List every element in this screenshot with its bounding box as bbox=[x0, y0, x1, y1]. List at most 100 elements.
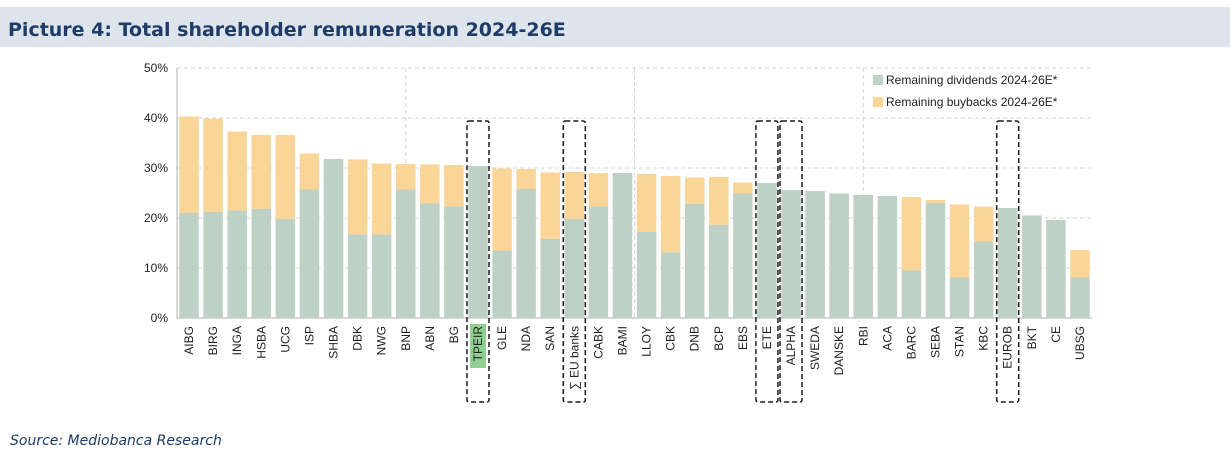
x-tick-label: AIBG bbox=[182, 326, 196, 355]
bar-dividends bbox=[468, 166, 488, 318]
bar-buybacks bbox=[684, 177, 705, 204]
legend-label-dividends: Remaining dividends 2024-26E* bbox=[886, 73, 1058, 87]
x-tick-labels: AIBG BIRG INGA HSBA UCG ISP SHBA DBK NWG BNP ABN BG… bbox=[182, 324, 1087, 390]
bar-buybacks bbox=[347, 159, 368, 235]
bar-dividends bbox=[323, 159, 344, 318]
x-tick-label: BCP bbox=[712, 326, 726, 351]
bar-dividends bbox=[781, 190, 801, 318]
bar-buybacks bbox=[396, 164, 416, 190]
bar-dividends bbox=[299, 189, 320, 318]
x-tick-label: BG bbox=[447, 326, 461, 343]
x-tick-label: BNP bbox=[399, 326, 413, 351]
bar-dividends bbox=[612, 173, 633, 318]
bar-dividends bbox=[588, 206, 609, 318]
bar-buybacks bbox=[299, 153, 320, 190]
y-tick-label: 50% bbox=[144, 61, 168, 75]
bar-buybacks bbox=[179, 116, 199, 213]
bar-dividends bbox=[733, 193, 753, 318]
bar-buybacks bbox=[901, 197, 922, 271]
bar-buybacks bbox=[371, 163, 392, 235]
x-tick-label: EBS bbox=[736, 326, 750, 350]
x-tick-label: ETE bbox=[760, 326, 774, 349]
x-tick-label: ISP bbox=[302, 326, 316, 345]
y-tick-label: 30% bbox=[144, 161, 168, 175]
x-tick-label: RBI bbox=[856, 326, 870, 346]
x-tick-label: KBC bbox=[977, 326, 991, 351]
bar-dividends bbox=[420, 203, 440, 318]
highlight-box bbox=[779, 120, 803, 403]
bar-dividends bbox=[540, 239, 560, 318]
bar-dividends bbox=[757, 183, 777, 318]
bar-buybacks bbox=[516, 169, 536, 189]
bar-dividends bbox=[347, 234, 368, 318]
legend: Remaining dividends 2024-26E* Remaining … bbox=[873, 73, 1058, 109]
x-tick-label: EUROB bbox=[1001, 326, 1015, 369]
bar-buybacks bbox=[588, 173, 609, 207]
x-tick-label: CE bbox=[1049, 326, 1063, 343]
x-tick-label: DNB bbox=[688, 326, 702, 351]
x-tick-label: BKT bbox=[1025, 325, 1039, 349]
bar-dividends bbox=[203, 212, 223, 318]
x-tick-label: SAN bbox=[543, 326, 557, 351]
bar-dividends bbox=[949, 277, 970, 318]
bar-buybacks bbox=[636, 174, 657, 232]
bar-dividends bbox=[227, 210, 247, 318]
bar-buybacks bbox=[444, 165, 464, 207]
x-tick-label: NDA bbox=[519, 326, 533, 351]
x-tick-label: SHBA bbox=[327, 326, 341, 359]
x-tick-label: HSBA bbox=[254, 326, 268, 359]
bar-dividends bbox=[444, 206, 464, 318]
bar-dividends bbox=[275, 219, 296, 318]
x-tick-label: ∑ EU banks bbox=[567, 326, 581, 390]
bar-dividends bbox=[371, 234, 392, 318]
highlight-box bbox=[466, 120, 490, 403]
x-tick-label: CABK bbox=[591, 326, 605, 359]
legend-label-buybacks: Remaining buybacks 2024-26E* bbox=[886, 95, 1058, 109]
x-tick-label: ACA bbox=[880, 326, 894, 351]
bar-dividends bbox=[997, 208, 1018, 318]
page-title: Picture 4: Total shareholder remuneratio… bbox=[8, 19, 566, 41]
bar-dividends bbox=[925, 203, 946, 318]
bars bbox=[179, 116, 1090, 318]
x-tick-label: BIRG bbox=[206, 326, 220, 355]
x-tick-label: CBK bbox=[664, 326, 678, 351]
y-tick-labels: 0% 10% 20% 30% 40% 50% bbox=[144, 61, 168, 325]
bar-dividends bbox=[901, 270, 922, 318]
bar-buybacks bbox=[733, 182, 753, 194]
bar-dividends bbox=[1070, 277, 1090, 318]
x-tick-label: ALPHA bbox=[784, 326, 798, 365]
bar-buybacks bbox=[1070, 250, 1090, 278]
bar-dividends bbox=[1046, 220, 1066, 318]
bar-buybacks bbox=[709, 177, 729, 225]
x-tick-label: BARC bbox=[904, 326, 918, 360]
bar-dividends bbox=[396, 189, 416, 318]
highlight-box bbox=[562, 120, 587, 403]
y-tick-label: 20% bbox=[144, 211, 168, 225]
bar-dividends bbox=[877, 196, 898, 318]
x-tick-label: NWG bbox=[375, 326, 389, 355]
bar-dividends bbox=[564, 219, 585, 318]
bar-buybacks bbox=[492, 168, 512, 251]
highlight-boxes bbox=[466, 120, 1020, 403]
bar-dividends bbox=[973, 241, 994, 318]
bar-buybacks bbox=[420, 164, 440, 204]
bar-buybacks bbox=[227, 131, 247, 211]
bar-buybacks bbox=[540, 172, 560, 239]
bar-buybacks bbox=[251, 135, 272, 209]
bar-dividends bbox=[492, 250, 512, 318]
x-tick-label: SWEDA bbox=[808, 326, 822, 370]
bar-buybacks bbox=[925, 200, 946, 203]
y-tick-label: 0% bbox=[151, 311, 169, 325]
x-tick-label: UBSG bbox=[1073, 326, 1087, 360]
bar-dividends bbox=[829, 193, 849, 318]
bar-dividends bbox=[684, 204, 705, 318]
bar-dividends bbox=[1022, 215, 1042, 318]
bar-dividends bbox=[853, 195, 873, 318]
x-tick-label: TPEIR bbox=[471, 326, 485, 362]
title-bar bbox=[0, 7, 1230, 47]
bar-buybacks bbox=[949, 204, 970, 278]
x-tick-label: BAMI bbox=[615, 326, 629, 355]
x-tick-label: GLE bbox=[495, 326, 509, 350]
legend-swatch-buybacks bbox=[873, 97, 883, 107]
bar-dividends bbox=[516, 189, 536, 318]
